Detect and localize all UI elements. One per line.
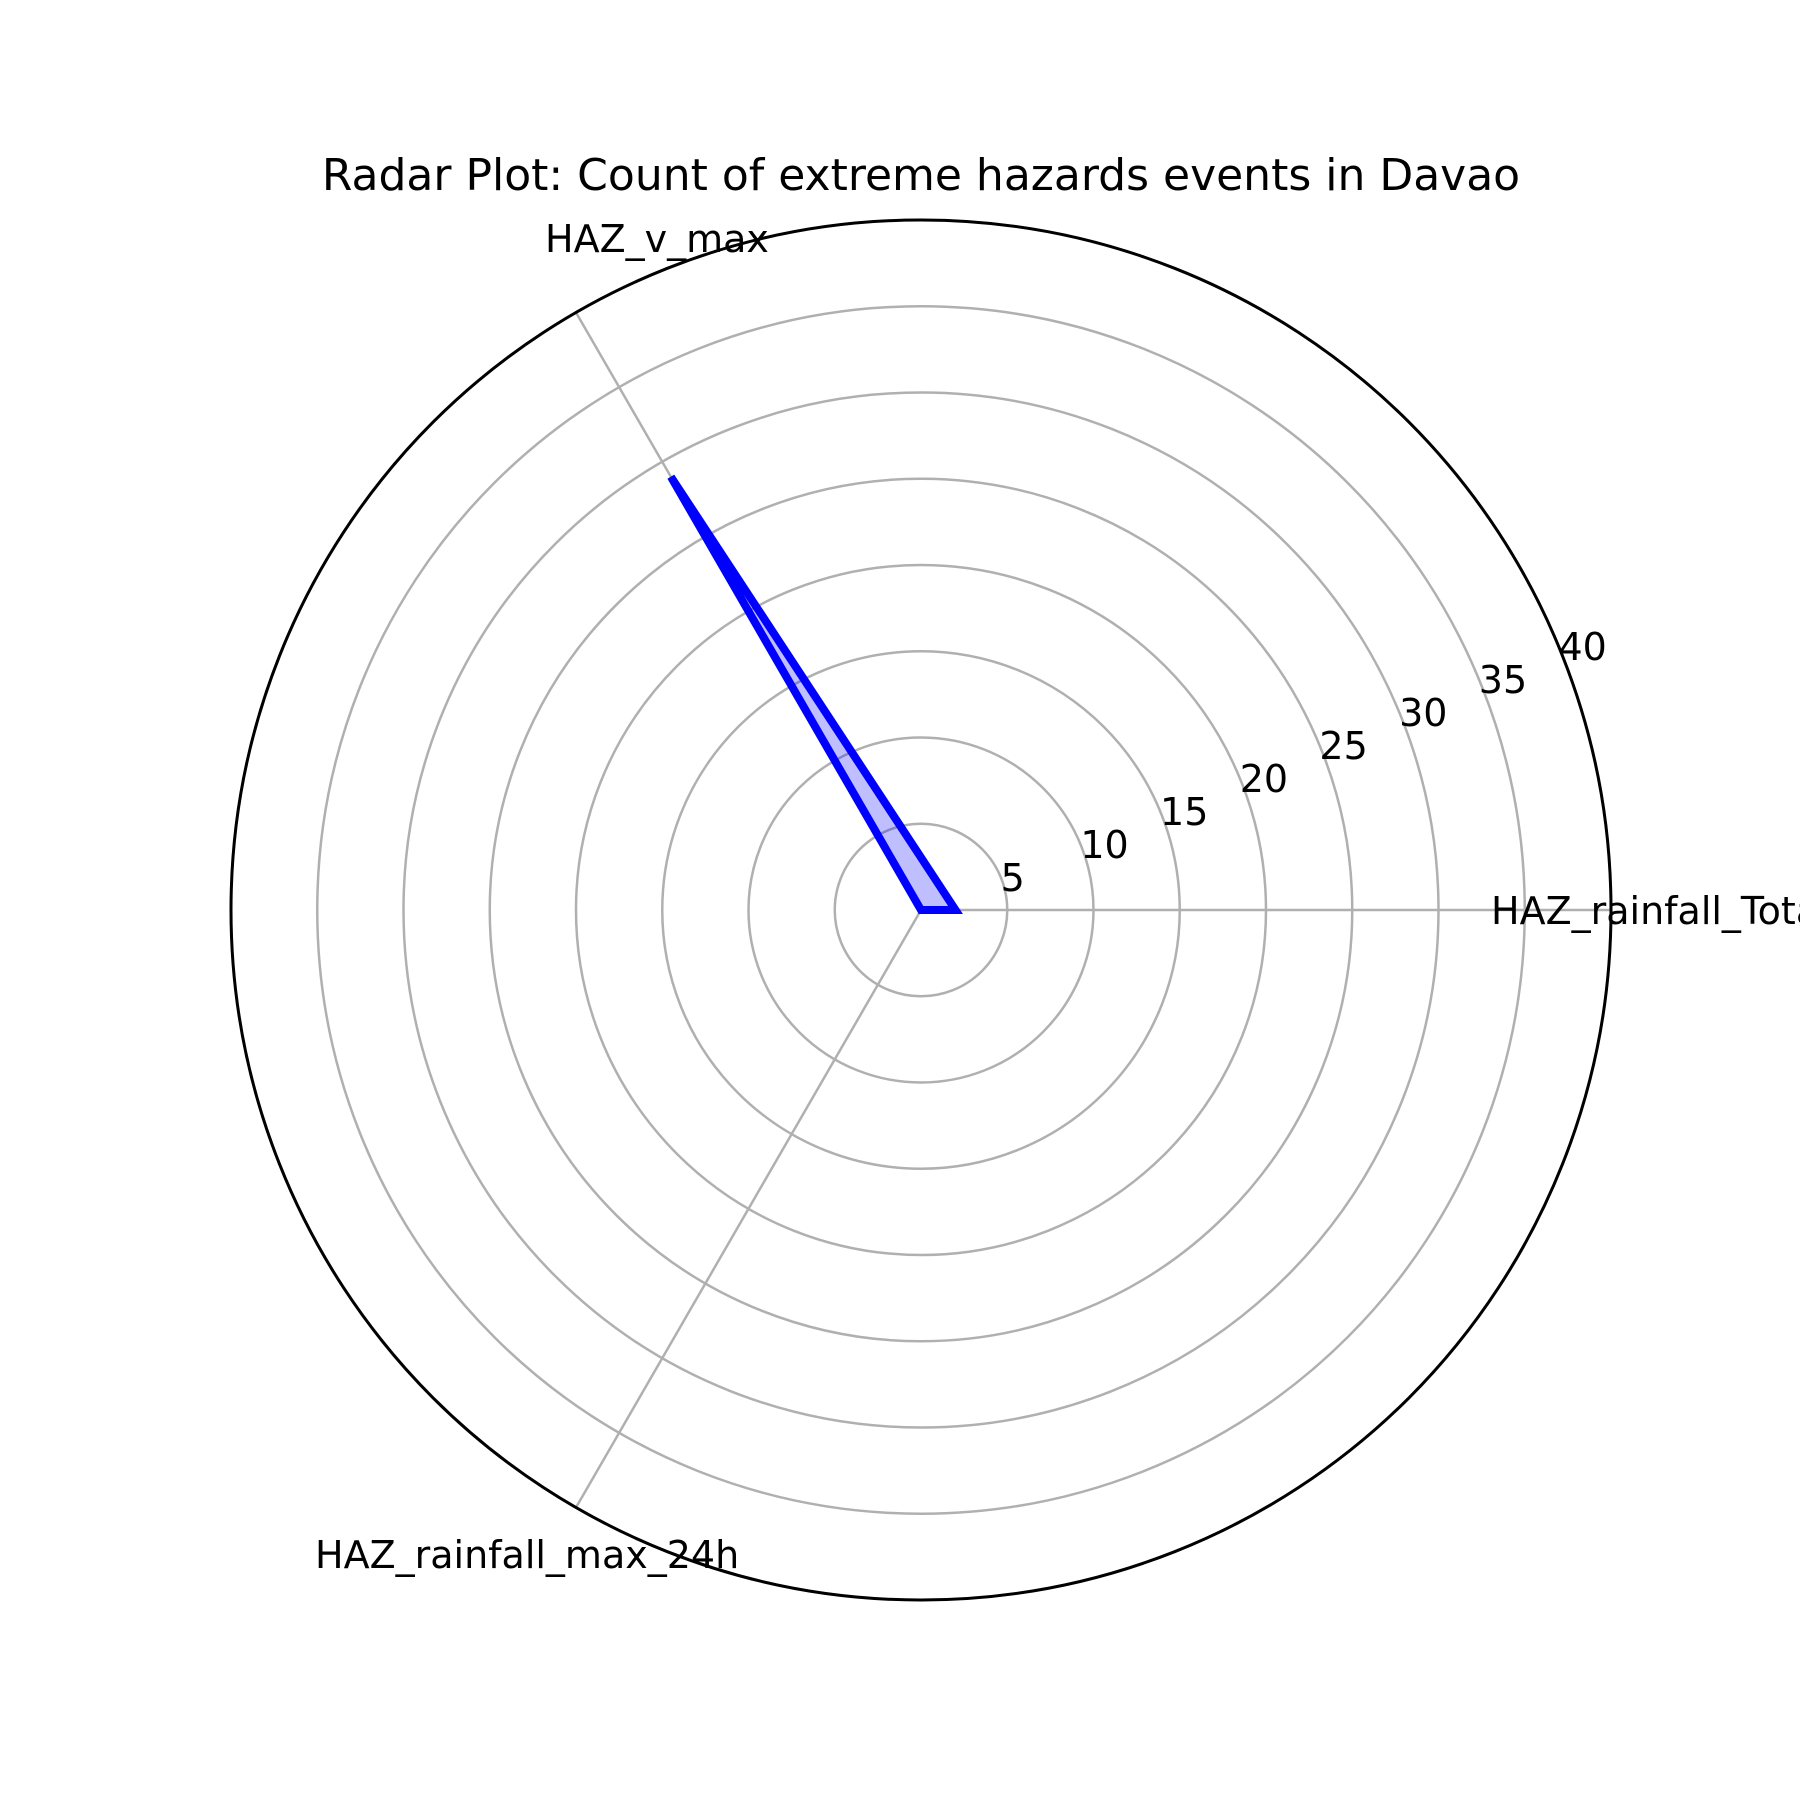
labels-layer: 5 10 15 20 25 30 35 40 HAZ_rainfall_Total HAZ_v_m… <box>315 217 1800 1577</box>
axis-label-1: HAZ_v_max <box>545 217 769 261</box>
r-tick-label-5: 5 <box>1001 856 1025 900</box>
axis-label-0: HAZ_rainfall_Total <box>1491 889 1800 933</box>
axis-label-2: HAZ_rainfall_max_24h <box>315 1533 739 1577</box>
r-tick-label-35: 35 <box>1479 658 1527 702</box>
grid-layer <box>229 218 1613 1602</box>
r-tick-label-15: 15 <box>1160 790 1208 834</box>
r-tick-label-40: 40 <box>1558 625 1606 669</box>
spoke-2 <box>574 909 923 1509</box>
chart-title: Radar Plot: Count of extreme hazards eve… <box>322 150 1520 201</box>
series-line-0 <box>667 474 963 914</box>
polar-frame <box>229 218 1613 1602</box>
r-tick-label-20: 20 <box>1240 757 1288 801</box>
r-tick-label-10: 10 <box>1080 823 1128 867</box>
series-layer <box>667 474 963 914</box>
r-tick-label-30: 30 <box>1399 691 1447 735</box>
r-tick-label-25: 25 <box>1319 724 1367 768</box>
